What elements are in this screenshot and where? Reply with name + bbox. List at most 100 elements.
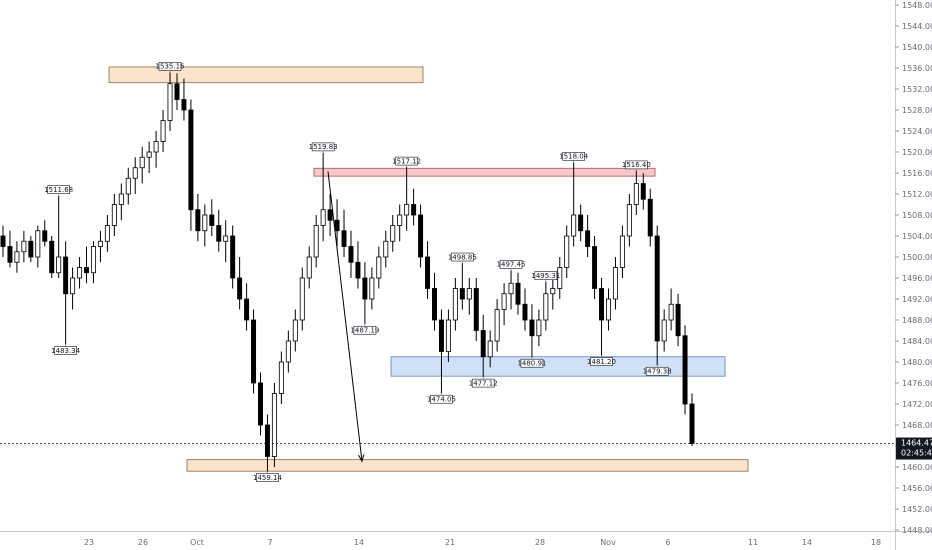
annotation-label: 1487.19: [350, 327, 379, 335]
x-tick-label: 6: [665, 538, 670, 547]
candle-body: [244, 298, 250, 321]
candle-body: [278, 361, 284, 394]
zones-layer: [108, 66, 749, 472]
y-tick-label: 1548.00: [902, 1, 932, 10]
candle-body: [230, 235, 236, 279]
y-tick-label: 1536.00: [902, 64, 932, 73]
candle-body: [355, 261, 361, 279]
candle-body: [237, 277, 243, 300]
candle-body: [160, 120, 166, 142]
candle-body: [0, 235, 6, 247]
candle-body: [63, 256, 69, 295]
x-tick-label: 28: [535, 538, 545, 547]
candle-body: [452, 288, 458, 321]
y-tick-label: 1508.00: [902, 211, 932, 220]
candle-body: [682, 335, 688, 405]
candle-body: [195, 209, 201, 232]
candle-body: [585, 230, 591, 247]
candle-body: [42, 230, 48, 242]
annotation-box: [562, 151, 585, 161]
annotation-label: 1477.12: [469, 379, 498, 387]
candle-body: [313, 225, 319, 258]
zone-supply-top: [108, 66, 424, 84]
y-tick-label: 1500.00: [902, 253, 932, 262]
candle-body: [118, 193, 124, 205]
annotation-label: 1481.20: [587, 358, 616, 366]
candle-body: [425, 256, 431, 289]
candle-body: [383, 240, 389, 258]
x-tick-label: 23: [84, 538, 94, 547]
current-price-label: 1464.47: [901, 439, 932, 448]
annotation-label: 1480.91: [517, 360, 546, 368]
candle-body: [202, 214, 208, 232]
candle-body: [522, 303, 528, 321]
candle-body: [111, 204, 117, 226]
y-tick-label: 1472.00: [902, 400, 932, 409]
x-tick-label: 7: [267, 538, 272, 547]
candle-body: [515, 282, 521, 305]
candle-body: [327, 209, 333, 221]
y-tick-label: 1492.00: [902, 295, 932, 304]
candle-body: [90, 246, 96, 274]
candle-body: [578, 214, 584, 232]
candle-body: [341, 230, 347, 247]
candle-body: [49, 240, 55, 274]
candle-body: [473, 288, 479, 331]
time-axis[interactable]: 23 26 Oct 7 14 21 28 Nov 6 11 14 18: [84, 538, 881, 547]
y-tick-label: 1480.00: [902, 358, 932, 367]
y-tick-label: 1468.00: [902, 421, 932, 430]
candle-body: [35, 230, 41, 258]
candle-body: [647, 198, 653, 237]
candle-body: [132, 167, 138, 179]
candle-body: [77, 267, 83, 279]
candle-body: [487, 340, 493, 358]
annotation-label: 1517.12: [392, 157, 421, 165]
annotation-box: [590, 357, 613, 367]
candle-body: [571, 214, 577, 237]
x-tick-label: 26: [138, 538, 148, 547]
candle-body: [675, 303, 681, 337]
candle-body: [216, 225, 222, 242]
annotation-label: 1497.45: [497, 261, 526, 269]
candle-body: [139, 156, 145, 169]
annotation-box: [645, 366, 669, 376]
candle-body: [181, 99, 187, 111]
candle-body: [411, 204, 417, 216]
candle-body: [362, 277, 368, 300]
annotation-label: 1474.05: [427, 396, 456, 404]
candle-body: [7, 246, 13, 263]
candle-body: [306, 256, 312, 279]
annotation-box: [451, 252, 474, 262]
y-tick-label: 1532.00: [902, 85, 932, 94]
y-tick-label: 1512.00: [902, 190, 932, 199]
annotation-label: 1518.04: [559, 153, 588, 161]
candle-body: [619, 235, 625, 268]
candle-body: [605, 298, 611, 321]
annotation-box: [353, 325, 377, 335]
annotation-box: [256, 473, 279, 482]
candle-body: [167, 83, 173, 121]
annotation-label: 1483.34: [51, 347, 80, 355]
candle-body: [529, 319, 535, 337]
annotation-box: [430, 394, 453, 404]
arrow-layer: [327, 171, 365, 463]
x-tick-label: 18: [871, 538, 881, 547]
candle-body: [390, 225, 396, 242]
candle-body: [334, 219, 340, 232]
y-tick-label: 1496.00: [902, 274, 932, 283]
candle-body: [626, 204, 632, 237]
candle-body: [550, 288, 556, 295]
candle-body: [28, 240, 34, 258]
candle-body: [348, 246, 354, 263]
annotation-box: [47, 185, 70, 194]
candle-body: [56, 256, 62, 274]
y-tick-label: 1484.00: [902, 337, 932, 346]
y-tick-label: 1456.00: [902, 484, 932, 493]
candle-body: [223, 235, 229, 242]
candle-body: [501, 293, 507, 310]
price-axis[interactable]: 1548.00 1544.00 1540.00 1536.00 1532.00 1528.…: [895, 1, 932, 535]
candle-body: [564, 235, 570, 268]
annotation-box: [471, 378, 495, 388]
candle-body: [536, 319, 542, 337]
y-tick-label: 1540.00: [902, 43, 932, 52]
